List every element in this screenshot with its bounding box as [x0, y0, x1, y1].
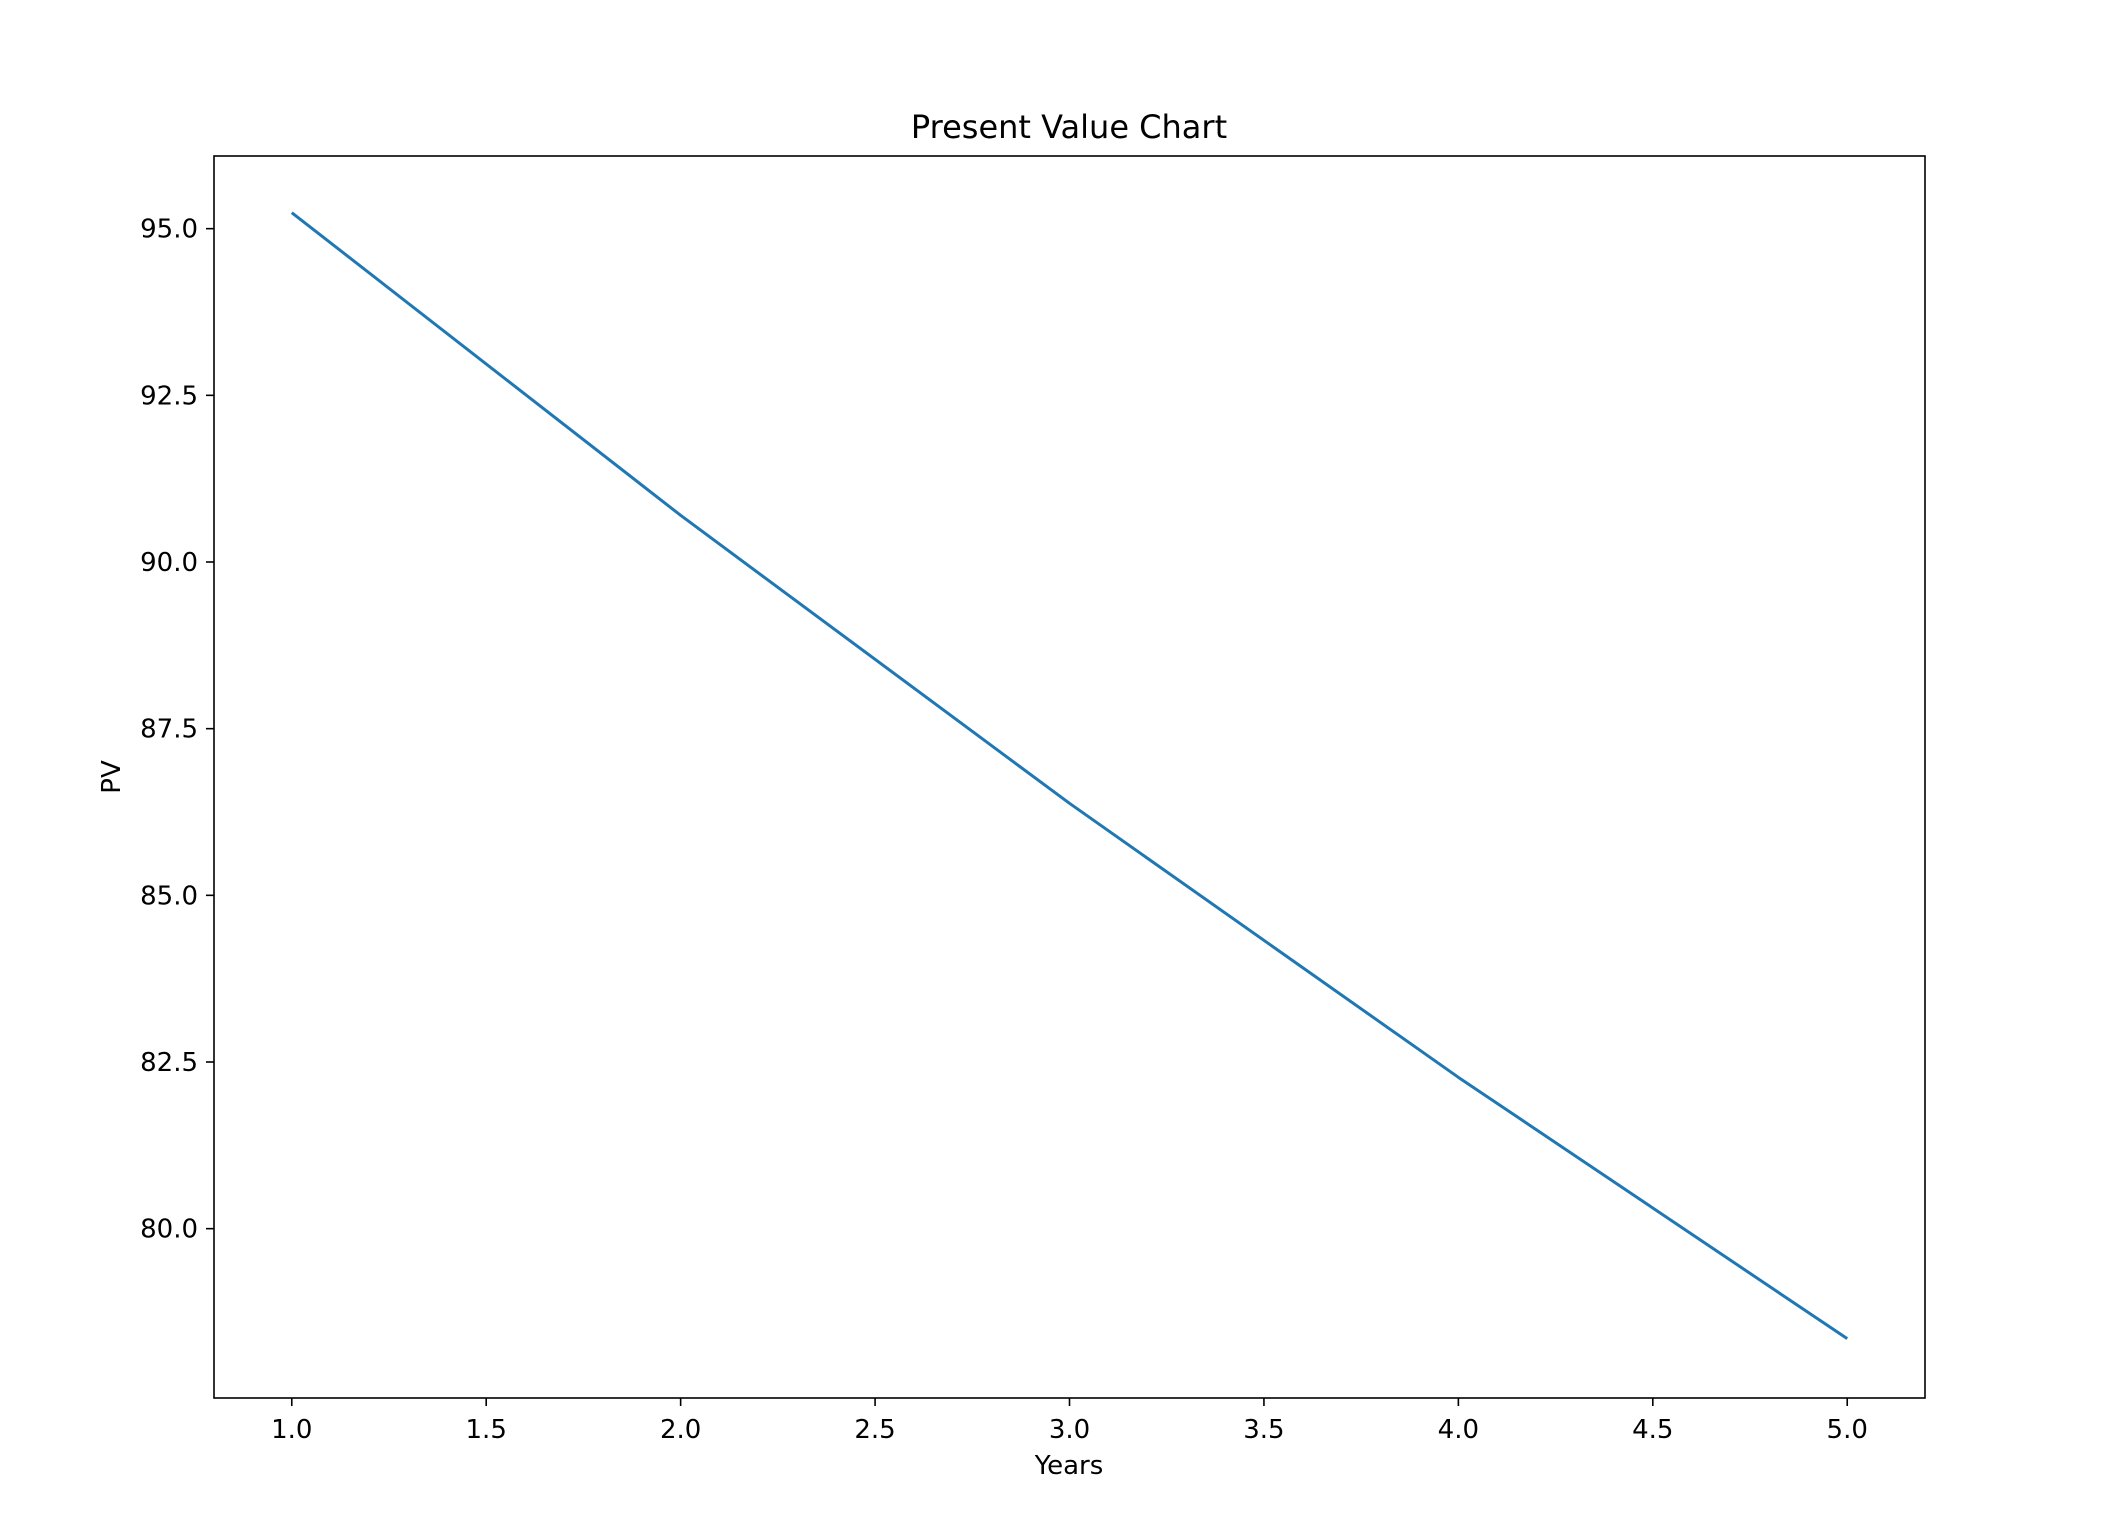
x-tick-label: 4.5: [1632, 1415, 1673, 1445]
y-tick-label: 92.5: [140, 381, 198, 411]
x-tick-label: 3.0: [1049, 1415, 1090, 1445]
x-axis: 1.0 1.5 2.0 2.5 3.0 3.5 4.0 4.5 5.0: [271, 1398, 1868, 1445]
x-tick-label: 3.5: [1243, 1415, 1284, 1445]
x-axis-label: Years: [1034, 1451, 1104, 1481]
x-tick-label: 4.0: [1438, 1415, 1479, 1445]
data-point: [1068, 802, 1071, 805]
y-tick-label: 90.0: [140, 548, 198, 578]
x-tick-label: 5.0: [1827, 1415, 1868, 1445]
x-tick-label: 1.5: [466, 1415, 507, 1445]
y-axis: 80.0 82.5 85.0 87.5 90.0 92.5 95.0: [140, 215, 214, 1245]
y-tick-label: 95.0: [140, 215, 198, 245]
chart-title: Present Value Chart: [911, 108, 1227, 146]
y-axis-label: PV: [97, 760, 127, 794]
plot-area: [213, 155, 1926, 1399]
series-layer: [290, 211, 1849, 1340]
data-point: [679, 514, 682, 517]
y-tick-label: 87.5: [140, 715, 198, 745]
x-tick-label: 2.0: [660, 1415, 701, 1445]
y-tick-label: 80.0: [140, 1215, 198, 1245]
y-tick-label: 85.0: [140, 881, 198, 911]
data-point: [290, 211, 293, 214]
x-tick-label: 2.5: [854, 1415, 895, 1445]
data-point: [1846, 1337, 1849, 1340]
plot-frame: [213, 155, 1926, 1399]
series-line: [290, 211, 1849, 1340]
data-point: [1457, 1076, 1460, 1079]
x-tick-label: 1.0: [271, 1415, 312, 1445]
y-tick-label: 82.5: [140, 1048, 198, 1078]
